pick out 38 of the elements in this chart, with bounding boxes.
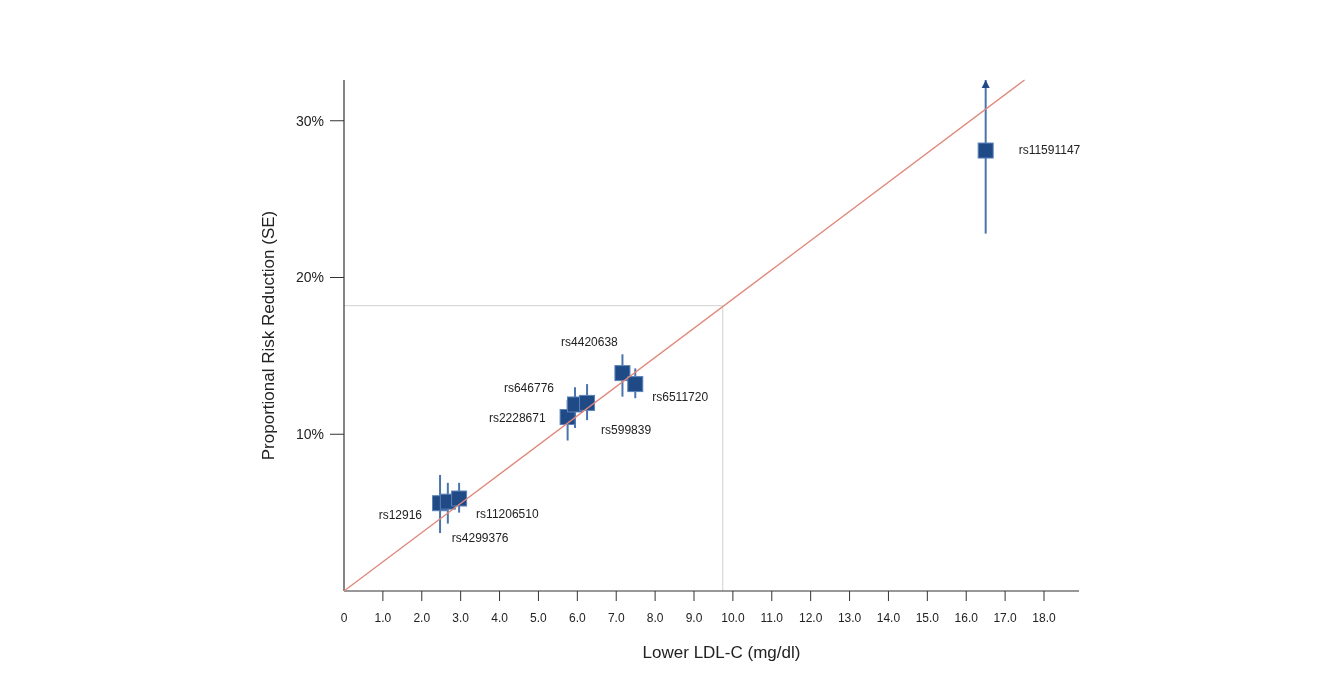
point (579, 394, 596, 411)
x-tick-label: 9.0 (685, 611, 703, 625)
x-tick-label: 17.0 (993, 611, 1018, 625)
point (627, 376, 644, 393)
x-tick-label: 18.0 (1032, 611, 1056, 625)
annotation: rs12916 (378, 508, 423, 523)
x-tick-label: 1.0 (374, 611, 392, 625)
point (451, 490, 468, 507)
x-tick-label: 12.0 (798, 611, 823, 625)
x-tick-label: 14.0 (876, 611, 901, 625)
y-tick-label: 20% (295, 269, 324, 286)
x-tick-label: 4.0 (491, 611, 509, 625)
annotation: rs6511720 (652, 390, 709, 405)
x-tick-label: 10.0 (721, 611, 745, 625)
annotation: rs4299376 (451, 530, 509, 545)
y-tick-label: 10% (295, 426, 324, 443)
annotation: rs646776 (503, 380, 555, 395)
x-tick-label: 2.0 (413, 611, 431, 625)
annotation: rs11206510 (476, 506, 539, 521)
x-tick-label: 7.0 (607, 611, 625, 625)
x-tick-label: 8.0 (646, 611, 664, 625)
x-tick-label: 0 (340, 611, 348, 625)
x-tick-label: 5.0 (530, 611, 548, 625)
x-tick-label: 16.0 (954, 611, 979, 625)
point (614, 365, 631, 382)
annotation: rs599839 (601, 423, 652, 438)
annotation: rs11591147 (1018, 142, 1081, 157)
annotation: rs2228671 (488, 411, 546, 426)
x-tick-label: 6.0 (568, 611, 586, 625)
x-tick-label: 15.0 (915, 611, 940, 625)
annotation: rs4420638 (561, 335, 619, 350)
x-tick-label: 3.0 (452, 611, 470, 625)
x-tick-label: 11.0 (760, 611, 784, 625)
x-axis-title: Lower LDL-C (mg/dl) (642, 643, 801, 662)
y-tick-label: 30% (295, 112, 324, 129)
x-tick-label: 13.0 (837, 611, 862, 625)
point (977, 142, 994, 159)
y-axis-title: Proportional Risk Reduction (SE) (259, 210, 278, 461)
